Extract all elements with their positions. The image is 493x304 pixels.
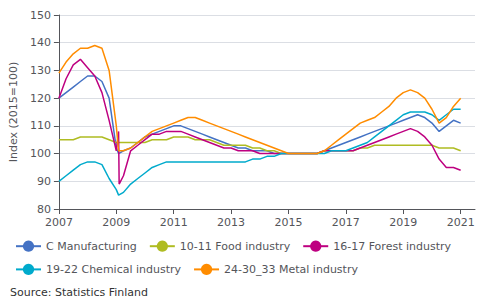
svg-text:130: 130 xyxy=(30,64,51,77)
svg-text:150: 150 xyxy=(30,9,51,22)
svg-text:2021: 2021 xyxy=(447,216,475,229)
svg-text:2009: 2009 xyxy=(102,216,130,229)
svg-text:16-17 Forest industry: 16-17 Forest industry xyxy=(333,240,451,253)
svg-text:C Manufacturing: C Manufacturing xyxy=(46,240,137,253)
svg-text:19-22 Chemical industry: 19-22 Chemical industry xyxy=(46,263,182,276)
svg-text:Index (2015=100): Index (2015=100) xyxy=(7,62,20,163)
svg-text:2013: 2013 xyxy=(217,216,245,229)
svg-text:100: 100 xyxy=(30,147,51,160)
svg-text:2015: 2015 xyxy=(274,216,302,229)
svg-text:110: 110 xyxy=(30,119,51,132)
svg-text:120: 120 xyxy=(30,92,51,105)
svg-text:Source: Statistics Finland: Source: Statistics Finland xyxy=(10,286,148,299)
svg-text:2017: 2017 xyxy=(332,216,360,229)
svg-text:80: 80 xyxy=(37,203,51,216)
svg-text:24-30_33 Metal industry: 24-30_33 Metal industry xyxy=(224,263,358,276)
svg-text:140: 140 xyxy=(30,36,51,49)
svg-text:2019: 2019 xyxy=(389,216,417,229)
svg-text:2011: 2011 xyxy=(160,216,188,229)
svg-text:10-11 Food industry: 10-11 Food industry xyxy=(180,240,291,253)
svg-text:90: 90 xyxy=(37,175,51,188)
svg-text:2007: 2007 xyxy=(45,216,73,229)
